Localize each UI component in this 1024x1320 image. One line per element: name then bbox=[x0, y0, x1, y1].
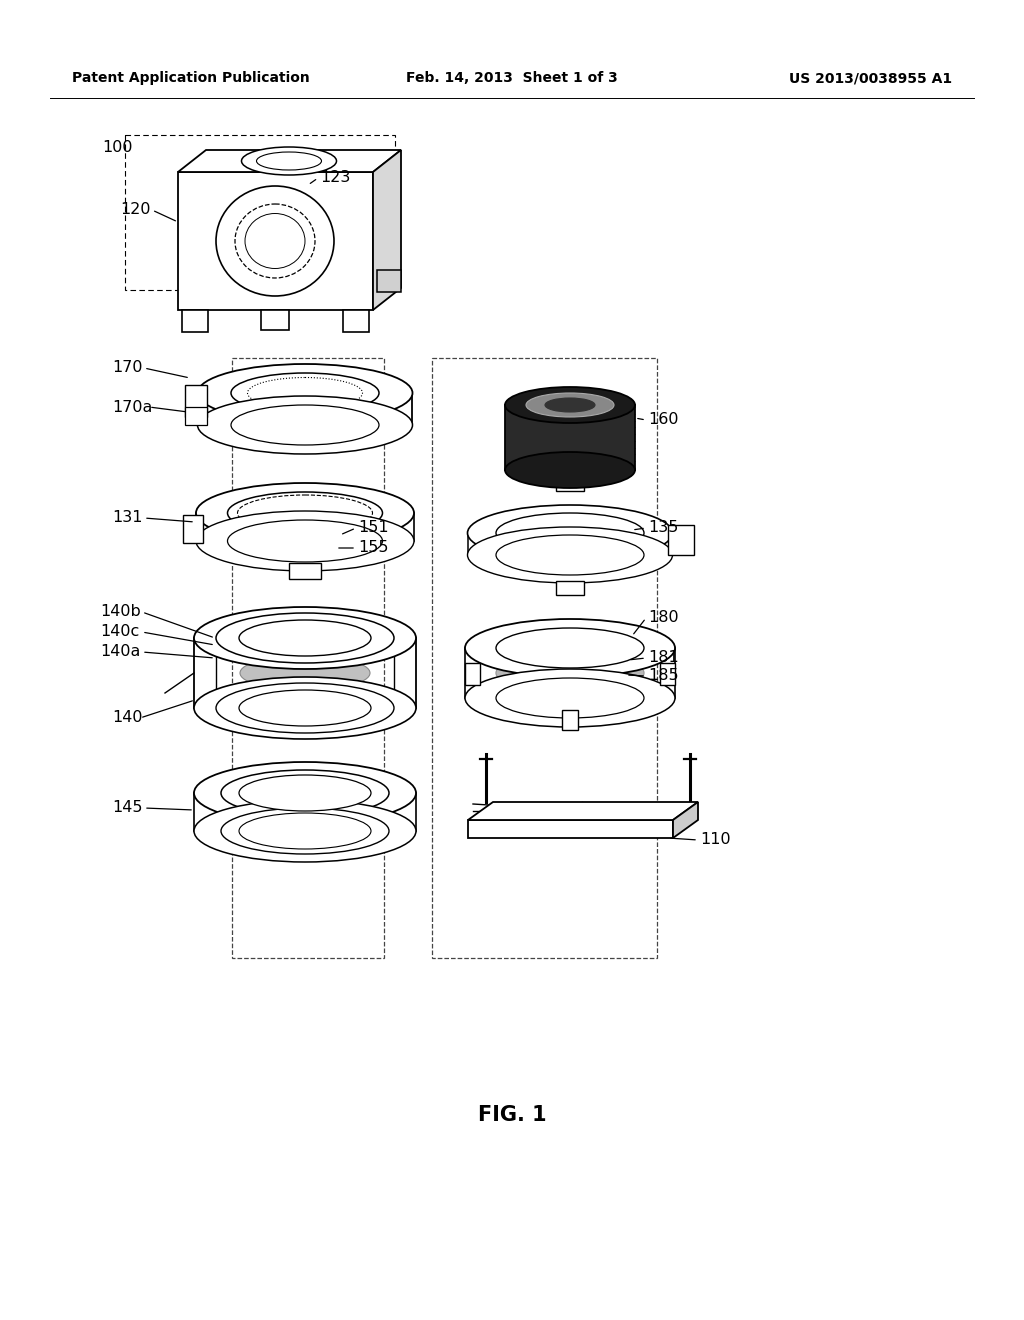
Text: 140b: 140b bbox=[100, 605, 140, 619]
Text: US 2013/0038955 A1: US 2013/0038955 A1 bbox=[788, 71, 952, 84]
Ellipse shape bbox=[496, 628, 644, 668]
Bar bbox=[261, 310, 289, 330]
Ellipse shape bbox=[253, 418, 357, 428]
Polygon shape bbox=[673, 803, 698, 838]
Ellipse shape bbox=[216, 186, 334, 296]
Bar bbox=[232, 358, 384, 958]
Ellipse shape bbox=[239, 690, 371, 726]
Text: 185: 185 bbox=[648, 668, 679, 684]
Ellipse shape bbox=[253, 397, 357, 407]
Ellipse shape bbox=[465, 669, 675, 727]
Text: 145: 145 bbox=[112, 800, 142, 816]
Ellipse shape bbox=[253, 389, 357, 400]
Ellipse shape bbox=[253, 411, 357, 421]
Ellipse shape bbox=[231, 374, 379, 413]
Ellipse shape bbox=[216, 682, 394, 733]
Ellipse shape bbox=[239, 813, 371, 849]
Ellipse shape bbox=[234, 205, 315, 279]
Text: 170a: 170a bbox=[112, 400, 153, 414]
Ellipse shape bbox=[196, 511, 414, 572]
Text: 155: 155 bbox=[358, 540, 388, 556]
Ellipse shape bbox=[194, 762, 416, 824]
Text: 180: 180 bbox=[648, 610, 679, 626]
Text: 135: 135 bbox=[648, 520, 678, 536]
Bar bbox=[377, 271, 401, 292]
Ellipse shape bbox=[245, 214, 305, 268]
Ellipse shape bbox=[194, 800, 416, 862]
Text: 140c: 140c bbox=[100, 624, 139, 639]
Ellipse shape bbox=[545, 399, 595, 412]
Ellipse shape bbox=[239, 775, 371, 810]
Text: 160: 160 bbox=[648, 412, 679, 428]
Ellipse shape bbox=[194, 677, 416, 739]
Ellipse shape bbox=[468, 506, 673, 561]
Bar bbox=[556, 581, 584, 595]
Bar bbox=[182, 310, 208, 333]
Ellipse shape bbox=[496, 653, 644, 693]
Ellipse shape bbox=[221, 770, 389, 816]
Bar bbox=[468, 820, 673, 838]
Bar bbox=[343, 310, 369, 333]
Bar bbox=[289, 564, 321, 579]
Ellipse shape bbox=[198, 364, 413, 422]
Ellipse shape bbox=[465, 619, 675, 677]
Ellipse shape bbox=[194, 607, 416, 669]
Polygon shape bbox=[468, 803, 698, 820]
Ellipse shape bbox=[505, 387, 635, 422]
Text: 181: 181 bbox=[648, 651, 679, 665]
Ellipse shape bbox=[248, 378, 362, 408]
Bar bbox=[185, 407, 207, 425]
Ellipse shape bbox=[240, 656, 370, 690]
Text: 110: 110 bbox=[700, 833, 731, 847]
Ellipse shape bbox=[256, 152, 322, 170]
Bar bbox=[668, 525, 694, 554]
Ellipse shape bbox=[526, 393, 614, 417]
Text: FIG. 1: FIG. 1 bbox=[477, 1105, 547, 1125]
Bar bbox=[125, 135, 395, 290]
Text: 120a: 120a bbox=[250, 154, 291, 169]
Bar bbox=[465, 663, 480, 685]
Ellipse shape bbox=[227, 520, 383, 562]
Ellipse shape bbox=[496, 535, 644, 576]
Text: 123: 123 bbox=[319, 170, 350, 186]
Bar bbox=[556, 477, 584, 491]
Text: 131: 131 bbox=[112, 511, 142, 525]
Bar bbox=[185, 385, 207, 417]
Ellipse shape bbox=[216, 612, 394, 663]
Polygon shape bbox=[178, 150, 401, 172]
Text: 140a: 140a bbox=[100, 644, 140, 660]
Ellipse shape bbox=[221, 808, 389, 854]
Ellipse shape bbox=[505, 451, 635, 488]
Ellipse shape bbox=[227, 492, 383, 535]
Ellipse shape bbox=[238, 495, 373, 531]
Text: 100: 100 bbox=[102, 140, 132, 156]
Ellipse shape bbox=[468, 527, 673, 583]
Ellipse shape bbox=[231, 405, 379, 445]
Bar bbox=[178, 172, 373, 310]
Text: Patent Application Publication: Patent Application Publication bbox=[72, 71, 309, 84]
Text: 120: 120 bbox=[120, 202, 151, 218]
Ellipse shape bbox=[196, 483, 414, 543]
Ellipse shape bbox=[496, 678, 644, 718]
Ellipse shape bbox=[253, 404, 357, 414]
Polygon shape bbox=[373, 150, 401, 310]
Ellipse shape bbox=[198, 396, 413, 454]
Bar bbox=[660, 663, 675, 685]
Text: 170: 170 bbox=[112, 360, 142, 375]
Polygon shape bbox=[505, 405, 635, 470]
Bar bbox=[432, 358, 657, 958]
Bar bbox=[183, 515, 203, 543]
Text: Feb. 14, 2013  Sheet 1 of 3: Feb. 14, 2013 Sheet 1 of 3 bbox=[407, 71, 617, 84]
Text: 140: 140 bbox=[112, 710, 142, 726]
Ellipse shape bbox=[239, 620, 371, 656]
Ellipse shape bbox=[242, 147, 337, 176]
Ellipse shape bbox=[496, 513, 644, 553]
Text: 151: 151 bbox=[358, 520, 389, 536]
Bar bbox=[562, 710, 578, 730]
